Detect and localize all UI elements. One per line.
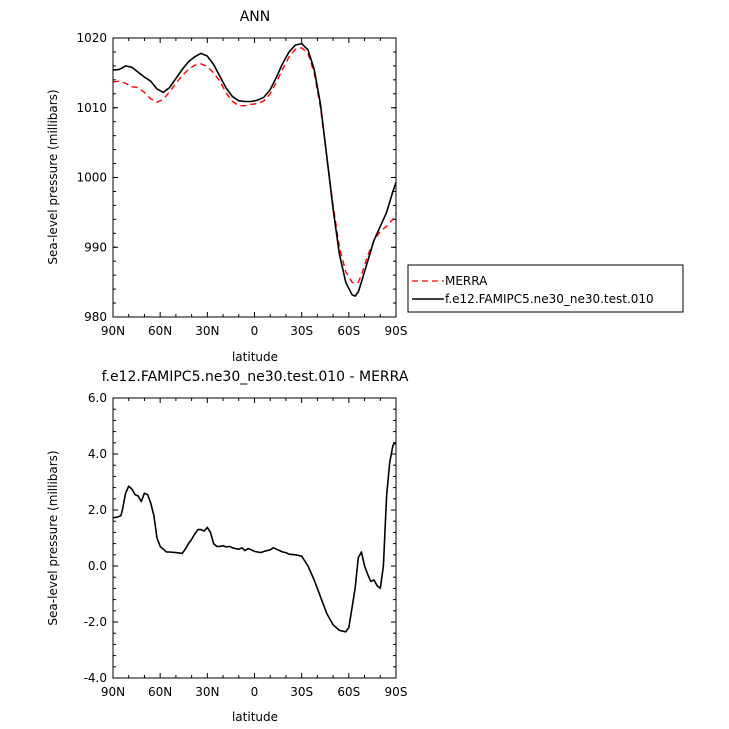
legend-box [407,264,684,313]
y-tick-label: 0.0 [88,559,107,573]
x-tick-labels: 90N 60N 30N 0 30S 60S 90S [101,685,408,699]
y-tick-label: 1000 [76,171,107,185]
x-tick-label: 60S [337,685,360,699]
legend-label-merra: MERRA [445,274,488,288]
legend: MERRA f.e12.FAMIPC5.ne30_ne30.test.010 [407,264,684,313]
y-tick-label: 6.0 [88,391,107,405]
plot-frame [112,37,397,318]
series-line-1 [112,42,397,297]
chart-title: f.e12.FAMIPC5.ne30_ne30.test.010 - MERRA [102,369,409,385]
series-line-0 [112,441,397,633]
y-tick-label: 980 [84,310,107,324]
x-tick-label: 0 [251,685,259,699]
y-axis-label: Sea-level pressure (millibars) [46,450,60,625]
x-tick-label: 90S [385,685,408,699]
x-tick-label: 30S [290,324,313,338]
y-tick-label: 2.0 [88,503,107,517]
chart-sea-level-pressure: ANN 90N 60N 30N 0 30S 60S 90S 980 990 1000 1010 10… [46,9,684,364]
x-tick-label: 0 [251,324,259,338]
y-tick-label: 4.0 [88,447,107,461]
x-tick-label: 60N [148,685,172,699]
y-tick-label: 990 [84,240,107,254]
plot-series [112,42,397,297]
x-tick-label: 60N [148,324,172,338]
y-tick-labels: 980 990 1000 1010 1020 [76,31,107,324]
x-axis-label: latitude [232,350,278,364]
x-tick-label: 30N [195,685,219,699]
series-line-0 [112,47,397,285]
y-tick-label: -2.0 [84,615,107,629]
x-tick-label: 30N [195,324,219,338]
chart-title: ANN [240,9,271,25]
axis-ticks [112,397,397,679]
chart-difference: f.e12.FAMIPC5.ne30_ne30.test.010 - MERRA… [46,369,409,724]
plot-series [112,441,397,633]
x-tick-labels: 90N 60N 30N 0 30S 60S 90S [101,324,408,338]
plot-frame [112,397,397,679]
y-tick-labels: 6.0 4.0 2.0 0.0 -2.0 -4.0 [84,391,107,685]
x-tick-label: 60S [337,324,360,338]
x-axis-label: latitude [232,710,278,724]
axis-ticks [112,37,397,318]
x-tick-label: 90N [101,324,125,338]
x-tick-label: 90N [101,685,125,699]
y-tick-label: 1010 [76,101,107,115]
x-tick-label: 90S [385,324,408,338]
y-tick-label: -4.0 [84,671,107,685]
x-tick-label: 30S [290,685,313,699]
y-axis-label: Sea-level pressure (millibars) [46,89,60,264]
legend-label-model: f.e12.FAMIPC5.ne30_ne30.test.010 [445,292,654,306]
y-tick-label: 1020 [76,31,107,45]
